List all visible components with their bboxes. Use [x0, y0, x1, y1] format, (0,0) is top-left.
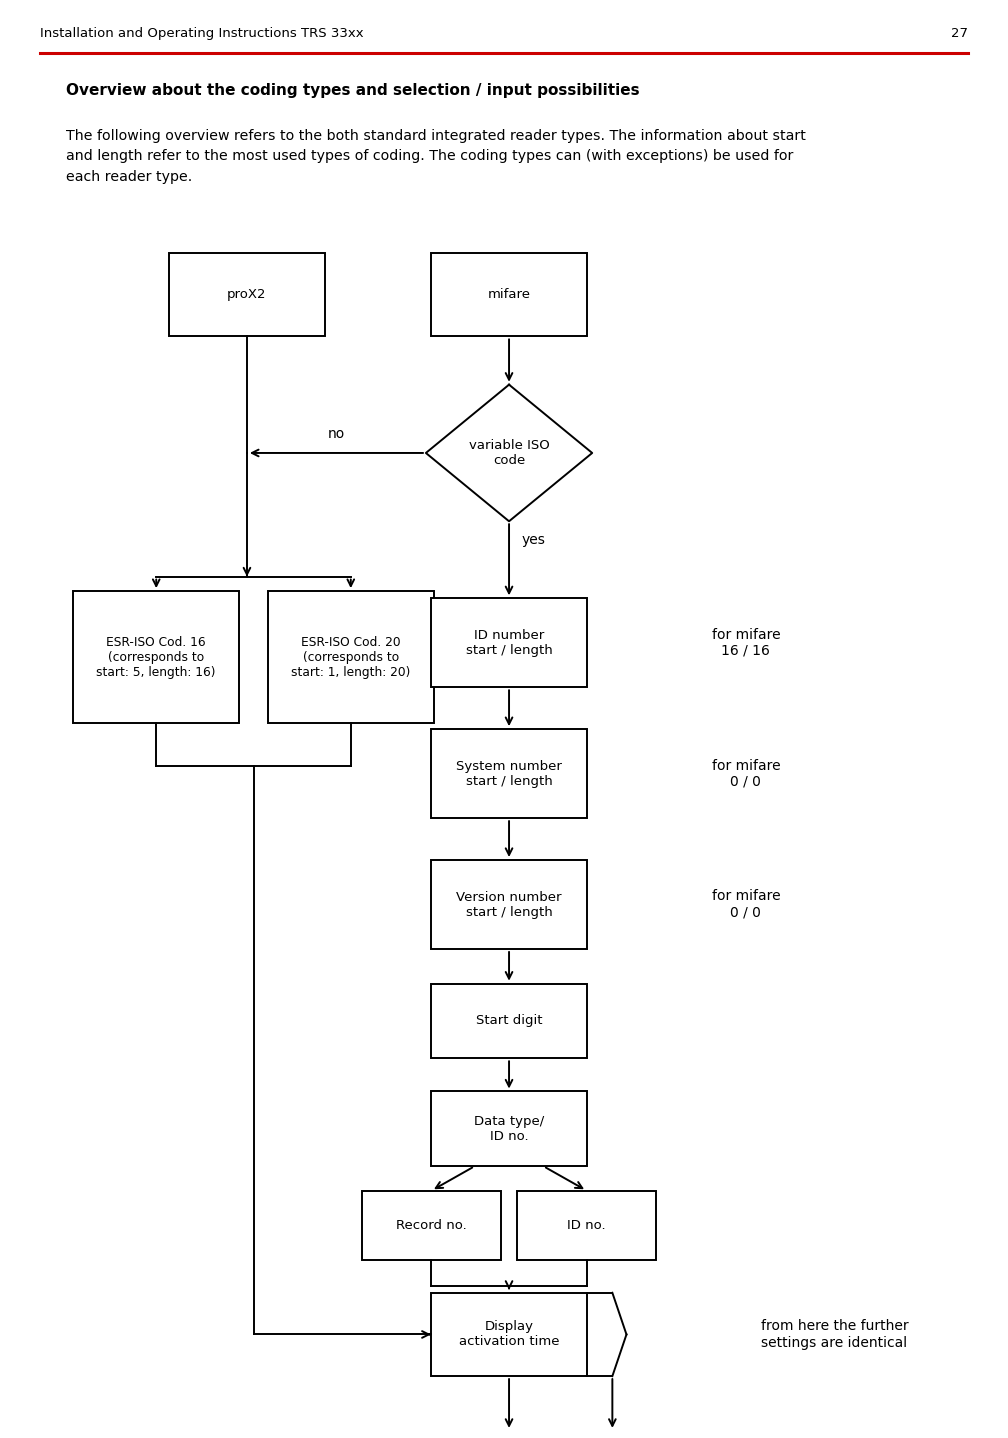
FancyBboxPatch shape: [267, 591, 433, 723]
FancyBboxPatch shape: [431, 598, 587, 687]
Text: for mifare
0 / 0: for mifare 0 / 0: [712, 758, 780, 789]
Text: Overview about the coding types and selection / input possibilities: Overview about the coding types and sele…: [66, 83, 639, 98]
Text: no: no: [328, 427, 345, 441]
Text: for mifare
16 / 16: for mifare 16 / 16: [712, 627, 780, 659]
FancyBboxPatch shape: [431, 1091, 587, 1166]
FancyBboxPatch shape: [431, 729, 587, 818]
Text: Installation and Operating Instructions TRS 33xx: Installation and Operating Instructions …: [40, 27, 364, 40]
FancyBboxPatch shape: [431, 860, 587, 949]
Text: proX2: proX2: [227, 288, 267, 302]
Text: Data type/
ID no.: Data type/ ID no.: [474, 1114, 544, 1143]
FancyBboxPatch shape: [73, 591, 239, 723]
Text: ID no.: ID no.: [568, 1218, 606, 1232]
Text: Display
activation time: Display activation time: [459, 1320, 559, 1349]
Text: The following overview refers to the both standard integrated reader types. The : The following overview refers to the bot…: [66, 129, 805, 184]
Text: System number
start / length: System number start / length: [456, 759, 562, 788]
FancyBboxPatch shape: [517, 1191, 656, 1260]
Text: Version number
start / length: Version number start / length: [457, 890, 561, 919]
Text: from here the further
settings are identical: from here the further settings are ident…: [761, 1319, 908, 1350]
Text: variable ISO
code: variable ISO code: [469, 439, 549, 467]
Text: 27: 27: [951, 27, 968, 40]
Text: ESR-ISO Cod. 20
(corresponds to
start: 1, length: 20): ESR-ISO Cod. 20 (corresponds to start: 1…: [291, 636, 410, 679]
Text: Start digit: Start digit: [476, 1014, 542, 1028]
Text: for mifare
0 / 0: for mifare 0 / 0: [712, 889, 780, 920]
Text: ESR-ISO Cod. 16
(corresponds to
start: 5, length: 16): ESR-ISO Cod. 16 (corresponds to start: 5…: [97, 636, 216, 679]
Text: yes: yes: [521, 532, 545, 546]
FancyBboxPatch shape: [431, 1293, 587, 1376]
Text: ID number
start / length: ID number start / length: [466, 628, 552, 657]
Text: mifare: mifare: [488, 288, 530, 302]
Polygon shape: [425, 384, 593, 521]
Text: Record no.: Record no.: [396, 1218, 467, 1232]
FancyBboxPatch shape: [431, 253, 587, 336]
FancyBboxPatch shape: [168, 253, 325, 336]
FancyBboxPatch shape: [362, 1191, 501, 1260]
FancyBboxPatch shape: [431, 984, 587, 1058]
